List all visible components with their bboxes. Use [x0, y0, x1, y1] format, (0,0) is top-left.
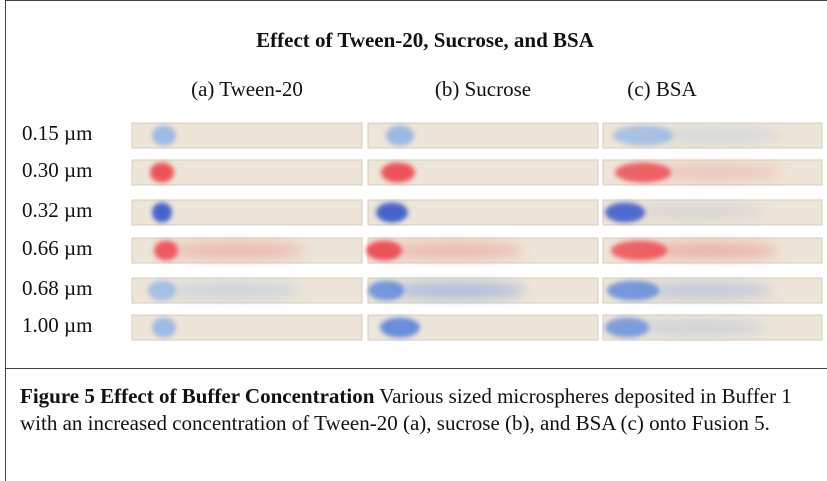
spot — [366, 241, 402, 261]
spot — [611, 241, 667, 261]
spot — [376, 203, 408, 223]
spot — [605, 203, 645, 223]
row-label: 0.32 µm — [22, 198, 92, 222]
spot — [605, 318, 649, 338]
row-label: 0.68 µm — [22, 276, 92, 300]
column-heading: (b) Sucrose — [435, 77, 531, 101]
caption: Figure 5 Effect of Buffer Concentration … — [20, 383, 810, 437]
row-label: 1.00 µm — [22, 313, 92, 337]
spot — [154, 241, 178, 261]
page: Effect of Tween-20, Sucrose, and BSA (a)… — [0, 0, 827, 481]
caption-label: Figure 5 Effect of Buffer Concentration — [20, 384, 374, 408]
spot-trail — [166, 243, 306, 259]
spot — [152, 203, 172, 223]
spot-trail — [625, 205, 765, 221]
spot-trail — [162, 283, 302, 299]
figure-title: Effect of Tween-20, Sucrose, and BSA — [256, 28, 595, 52]
spot-trail — [386, 283, 526, 299]
column-heading: (a) Tween-20 — [191, 77, 303, 101]
spot — [150, 163, 174, 183]
strips: 0.15 µm 0.30 µm 0.32 µm 0.66 µm 0.68 µm 1.00 … — [22, 121, 822, 340]
spot — [615, 163, 671, 183]
row-label: 0.15 µm — [22, 121, 92, 145]
row-label: 0.30 µm — [22, 158, 92, 182]
spot — [613, 126, 673, 146]
row-label: 0.66 µm — [22, 236, 92, 260]
column-heading: (c) BSA — [627, 77, 697, 101]
spot — [148, 281, 176, 301]
spot — [607, 281, 659, 301]
spot — [381, 163, 415, 183]
spot — [386, 126, 414, 146]
spot — [152, 126, 176, 146]
spot — [152, 318, 176, 338]
spot — [368, 281, 404, 301]
spot-trail — [384, 243, 524, 259]
spot — [380, 318, 420, 338]
